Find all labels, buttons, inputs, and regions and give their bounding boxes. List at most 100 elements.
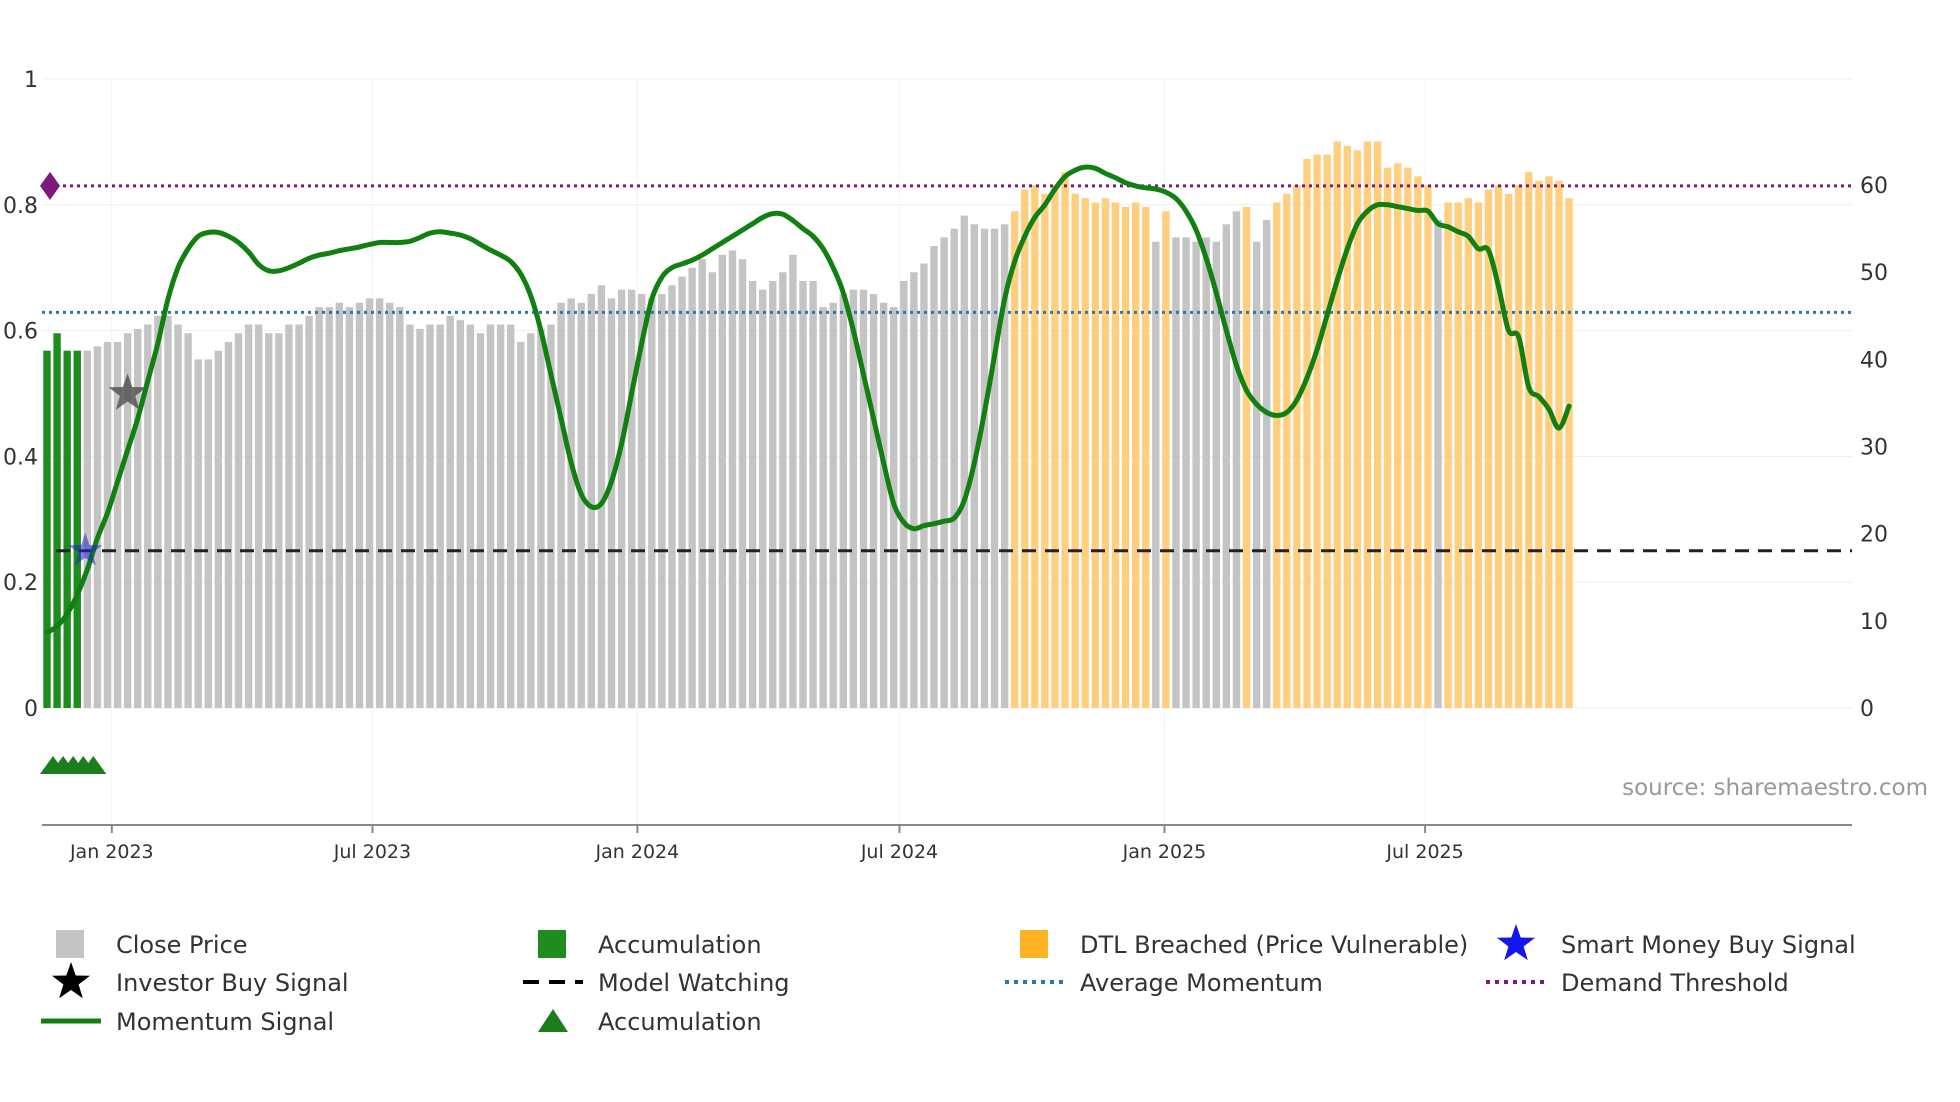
close-price-bar-normal [486, 324, 495, 708]
close-price-bar-normal [627, 289, 636, 708]
legend-label: Close Price [116, 931, 248, 959]
close-price-bar-normal [184, 333, 192, 708]
close-price-bar-dtl [1010, 211, 1019, 709]
y-left-tick-label: 0.4 [3, 445, 38, 470]
close-price-bar-normal [134, 328, 142, 708]
close-price-bar-dtl [1162, 211, 1170, 709]
close-price-bar-dtl [1101, 198, 1110, 708]
close-price-bar-normal [1252, 241, 1261, 708]
close-price-bar-normal [879, 302, 888, 708]
close-price-bar-normal [406, 324, 414, 708]
close-price-bar-normal [668, 285, 676, 708]
close-price-bar-normal [305, 315, 313, 708]
legend-item-investor: Investor Buy Signal [52, 962, 349, 999]
close-price-bar-normal [940, 237, 948, 709]
close-price-bar-normal [839, 294, 848, 708]
legend-label: Model Watching [598, 969, 790, 997]
close-price-bar-normal [456, 320, 464, 708]
close-price-bar-dtl [1081, 198, 1089, 708]
y-right-tick-label: 40 [1860, 348, 1888, 373]
close-price-bar-dtl [1535, 180, 1543, 708]
close-price-bar-dtl [1414, 176, 1422, 708]
source-label: source: sharemaestro.com [1622, 775, 1928, 801]
close-price-bar-dtl [1313, 154, 1321, 708]
close-price-bar-normal [154, 315, 162, 708]
close-price-bar-normal [708, 272, 716, 708]
close-price-bar-normal [265, 333, 273, 708]
y-left-tick-label: 0.6 [3, 320, 38, 345]
close-price-bar-dtl [1353, 150, 1362, 708]
legend-item-smart_money: Smart Money Buy Signal [1497, 924, 1856, 961]
close-price-bar-normal [789, 254, 797, 708]
legend-label: Momentum Signal [116, 1008, 334, 1036]
momentum-signal [44, 164, 1572, 635]
x-tick-label: Jan 2025 [1122, 841, 1207, 863]
close-price-bar-dtl [1142, 206, 1150, 709]
close-price-bar-dtl [1484, 189, 1493, 708]
close-price-bar-dtl [1273, 202, 1281, 708]
axes: Jan 2023 Jul 2023 Jan 2024 Jul 2024 Jan 2025… [3, 68, 1888, 863]
close-price-bar-normal [658, 294, 666, 708]
close-price-bar-normal [295, 324, 303, 708]
close-price-bar-normal [748, 280, 757, 708]
close-price-bar-normal [224, 341, 233, 708]
close-price-bar-normal [1262, 219, 1271, 709]
close-price-bar-dtl [1111, 202, 1120, 708]
close-price-bar-normal [345, 307, 354, 708]
close-price-bar-normal [436, 324, 444, 708]
close-price-bar-normal [386, 302, 394, 708]
close-price-bar-normal [537, 328, 545, 708]
close-price-bar-normal [597, 285, 606, 708]
smart-money-buy-signal-marker [68, 532, 103, 566]
legend-item-dtl: DTL Breached (Price Vulnerable) [1020, 930, 1468, 959]
y-right-tick-label: 0 [1860, 697, 1874, 722]
close-price-bar-normal [809, 280, 817, 708]
close-price-bar-accumulation [43, 350, 51, 708]
legend-star-icon [52, 962, 90, 999]
close-price-bar-normal [315, 307, 323, 708]
close-price-bar-normal [1212, 241, 1220, 708]
close-price-bar-normal [567, 298, 575, 708]
close-price-bar-dtl [1514, 185, 1523, 708]
close-price-bar-normal [779, 272, 787, 708]
close-price-bar-normal [910, 272, 918, 708]
close-price-bar-normal [113, 341, 122, 708]
close-price-bar-normal [234, 333, 243, 708]
close-price-bar-normal [285, 324, 293, 708]
investor-buy-signal-marker [108, 373, 147, 410]
close-price-bar-normal [557, 302, 565, 708]
legend-swatch [538, 930, 566, 958]
legend-item-avg_momentum: Average Momentum [1005, 969, 1323, 997]
close-price-bar-dtl [1071, 193, 1079, 708]
close-price-bar-normal [900, 280, 908, 708]
x-tick-label: Jul 2025 [1385, 841, 1463, 863]
close-price-bar-normal [819, 307, 827, 708]
reference-lines [40, 171, 1852, 553]
close-price-bar-normal [335, 302, 344, 708]
accumulation-marker [80, 756, 107, 774]
close-price-bar-normal [758, 289, 767, 708]
y-right-tick-label: 10 [1860, 610, 1888, 635]
close-price-bar-normal [426, 324, 434, 708]
close-price-bar-normal [607, 298, 616, 708]
close-price-bar-normal [325, 307, 333, 708]
legend-item-demand_threshold: Demand Threshold [1486, 969, 1789, 997]
close-price-bar-normal [1152, 241, 1160, 708]
close-price-bar-dtl [1555, 180, 1563, 708]
legend-item-model_watching: Model Watching [523, 969, 790, 997]
close-price-bar-normal [718, 254, 727, 708]
close-price-bar-normal [83, 350, 92, 708]
demand-threshold-marker [40, 171, 60, 200]
close-price-bar-normal [920, 263, 928, 708]
legend-label: Demand Threshold [1561, 969, 1789, 997]
close-price-bar-normal [829, 302, 837, 708]
close-price-bar-normal [275, 333, 283, 708]
close-price-bar-normal [1192, 241, 1200, 708]
close-price-bar-normal [1172, 237, 1180, 709]
close-price-bar-dtl [1404, 167, 1412, 708]
close-price-bar-normal [416, 328, 424, 708]
close-price-bar-dtl [1363, 141, 1372, 708]
close-price-bar-normal [738, 259, 747, 708]
momentum-signal-line [44, 164, 1572, 635]
